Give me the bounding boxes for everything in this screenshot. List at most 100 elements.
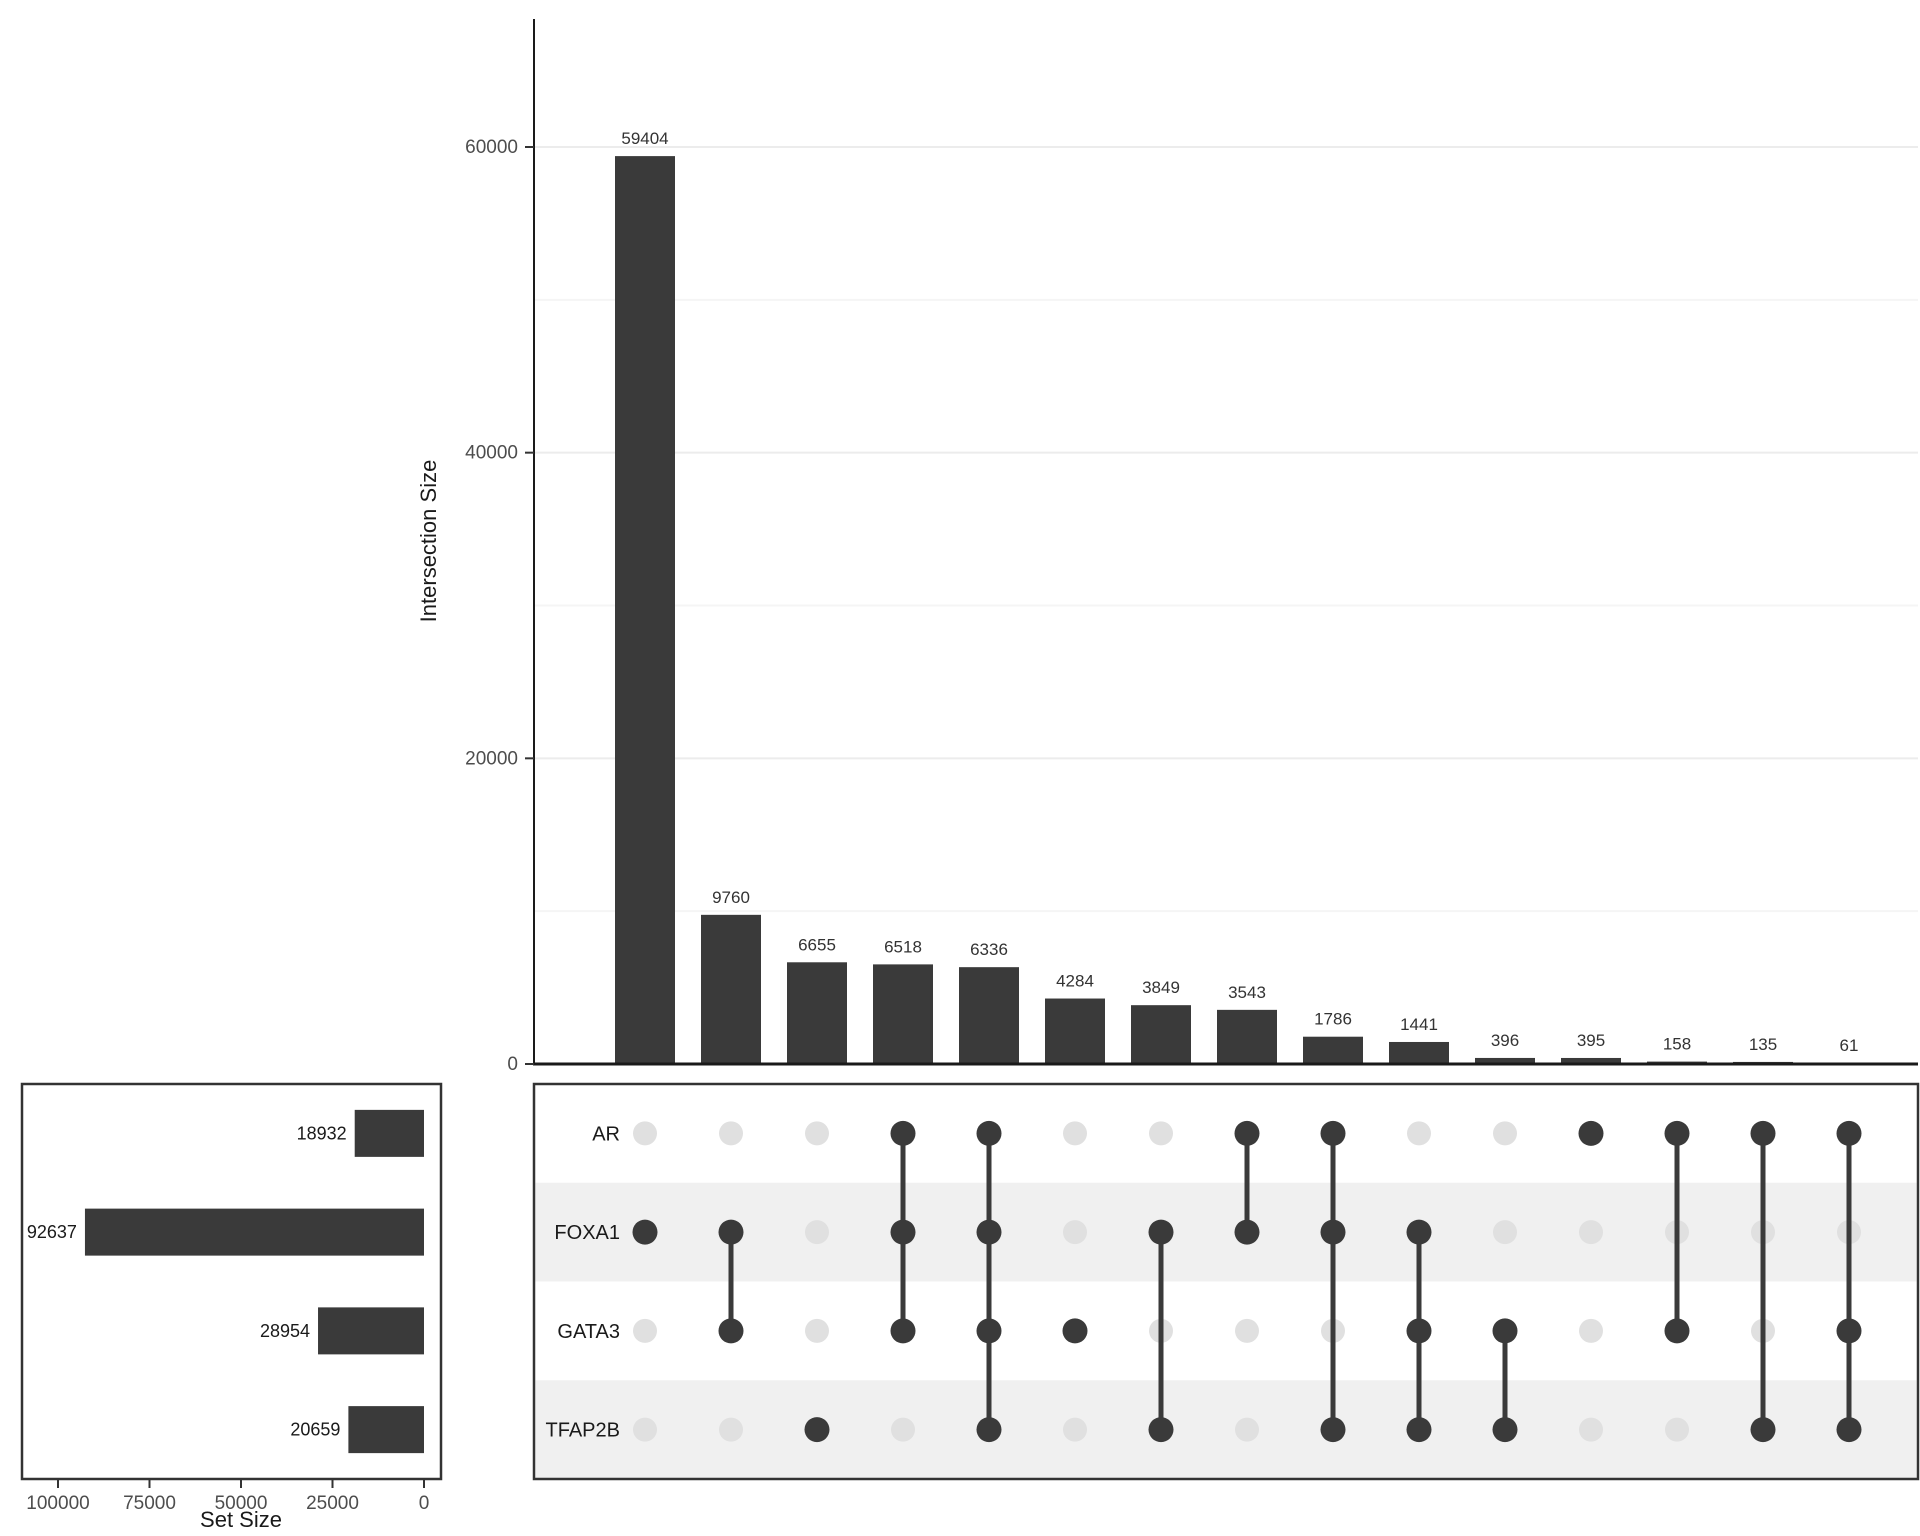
intersection-bar [1475,1057,1535,1064]
matrix-panel-border [532,1082,1920,1481]
set-size-bar [354,1109,424,1157]
intersection-value-label: 395 [1577,1031,1605,1050]
set-axis-tick-label: 75000 [123,1493,176,1514]
matrix-dot-active [1492,1318,1518,1344]
intersection-bar [1217,1009,1277,1064]
y-tick-label: 0 [507,1054,518,1075]
matrix-dot-active [632,1219,658,1245]
intersection-value-label: 158 [1663,1035,1691,1054]
matrix-dot-active [1320,1417,1346,1443]
matrix-dot-inactive [1579,1220,1603,1245]
intersection-value-label: 4284 [1056,972,1094,991]
matrix-dot-inactive [1063,1121,1087,1146]
set-size-bar [348,1406,424,1454]
matrix-dot-inactive [1493,1220,1517,1245]
set-axis-tick-label: 0 [419,1493,430,1514]
matrix-dot-active [890,1318,916,1344]
matrix-dot-active [1406,1417,1432,1443]
intersection-bar [873,964,933,1064]
intersection-value-label: 9760 [712,888,750,907]
set-size-value-label: 92637 [27,1222,77,1242]
matrix-dot-inactive [1579,1318,1603,1343]
intersection-value-label: 3543 [1228,983,1266,1002]
matrix-dot-inactive [719,1417,743,1442]
matrix-dot-active [1148,1219,1174,1245]
matrix-dot-active [976,1120,1002,1146]
matrix-dot-inactive [633,1417,657,1442]
matrix-dot-active [1406,1318,1432,1344]
intersection-bar [1131,1005,1191,1064]
matrix-dot-active [1664,1318,1690,1344]
intersection-value-label: 135 [1749,1035,1777,1054]
matrix-dot-inactive [1665,1417,1689,1442]
intersection-value-label: 396 [1491,1031,1519,1050]
y-tick-label: 60000 [465,137,518,158]
matrix-dot-inactive [1063,1417,1087,1442]
matrix-dot-active [976,1417,1002,1443]
set-size-bar [318,1307,424,1355]
matrix-dot-active [1492,1417,1518,1443]
intersection-size-axis-title: Intersection Size [416,459,441,623]
set-size-value-label: 28954 [260,1321,310,1341]
matrix-dot-inactive [805,1121,829,1146]
intersection-value-label: 59404 [621,129,668,148]
intersection-bar [701,914,761,1064]
set-size-value-label: 20659 [290,1420,340,1440]
set-size-bar [84,1208,424,1256]
matrix-dot-active [804,1417,830,1443]
matrix-dot-inactive [805,1220,829,1245]
matrix-dot-active [976,1318,1002,1344]
intersection-bar [1561,1057,1621,1064]
matrix-dot-active [1836,1318,1862,1344]
set-axis-tick-label: 50000 [215,1493,268,1514]
matrix-dot-active [718,1318,744,1344]
matrix-dot-active [1836,1417,1862,1443]
intersection-bar [615,156,675,1064]
matrix-dot-active [1836,1120,1862,1146]
matrix-dot-active [1750,1417,1776,1443]
set-label: FOXA1 [554,1222,620,1244]
matrix-dot-active [1148,1417,1174,1443]
matrix-dot-inactive [805,1318,829,1343]
set-label: TFAP2B [546,1420,620,1442]
matrix-dot-inactive [1235,1318,1259,1343]
set-label: AR [592,1123,620,1145]
matrix-dot-active [1320,1219,1346,1245]
intersection-value-label: 6655 [798,935,836,954]
set-axis-tick-label: 100000 [26,1493,89,1514]
matrix-dot-active [1664,1120,1690,1146]
matrix-dot-inactive [1493,1121,1517,1146]
intersection-bar [1303,1036,1363,1064]
matrix-dot-inactive [1579,1417,1603,1442]
intersection-value-label: 61 [1840,1036,1859,1055]
intersection-value-label: 1441 [1400,1015,1438,1034]
matrix-dot-active [976,1219,1002,1245]
matrix-dot-inactive [633,1121,657,1146]
matrix-dot-inactive [1235,1417,1259,1442]
intersection-value-label: 6518 [884,937,922,956]
set-size-axis-title: Set Size [200,1507,282,1532]
matrix-dot-active [1062,1318,1088,1344]
set-axis-tick-label: 25000 [306,1493,359,1514]
matrix-dot-inactive [1149,1121,1173,1146]
matrix-dot-active [890,1219,916,1245]
set-label: GATA3 [557,1321,620,1343]
matrix-dot-active [718,1219,744,1245]
matrix-dot-inactive [719,1121,743,1146]
intersection-value-label: 6336 [970,940,1008,959]
intersection-bar [1045,998,1105,1064]
intersection-bar [959,967,1019,1064]
matrix-dot-active [1234,1219,1260,1245]
matrix-dot-active [1750,1120,1776,1146]
matrix-dot-inactive [1407,1121,1431,1146]
matrix-dot-inactive [1063,1220,1087,1245]
intersection-value-label: 3849 [1142,978,1180,997]
matrix-dot-active [1234,1120,1260,1146]
y-tick-label: 40000 [465,443,518,464]
matrix-dot-active [1578,1120,1604,1146]
set-size-value-label: 18932 [297,1123,347,1143]
matrix-dot-active [890,1120,916,1146]
intersection-bar [787,962,847,1064]
